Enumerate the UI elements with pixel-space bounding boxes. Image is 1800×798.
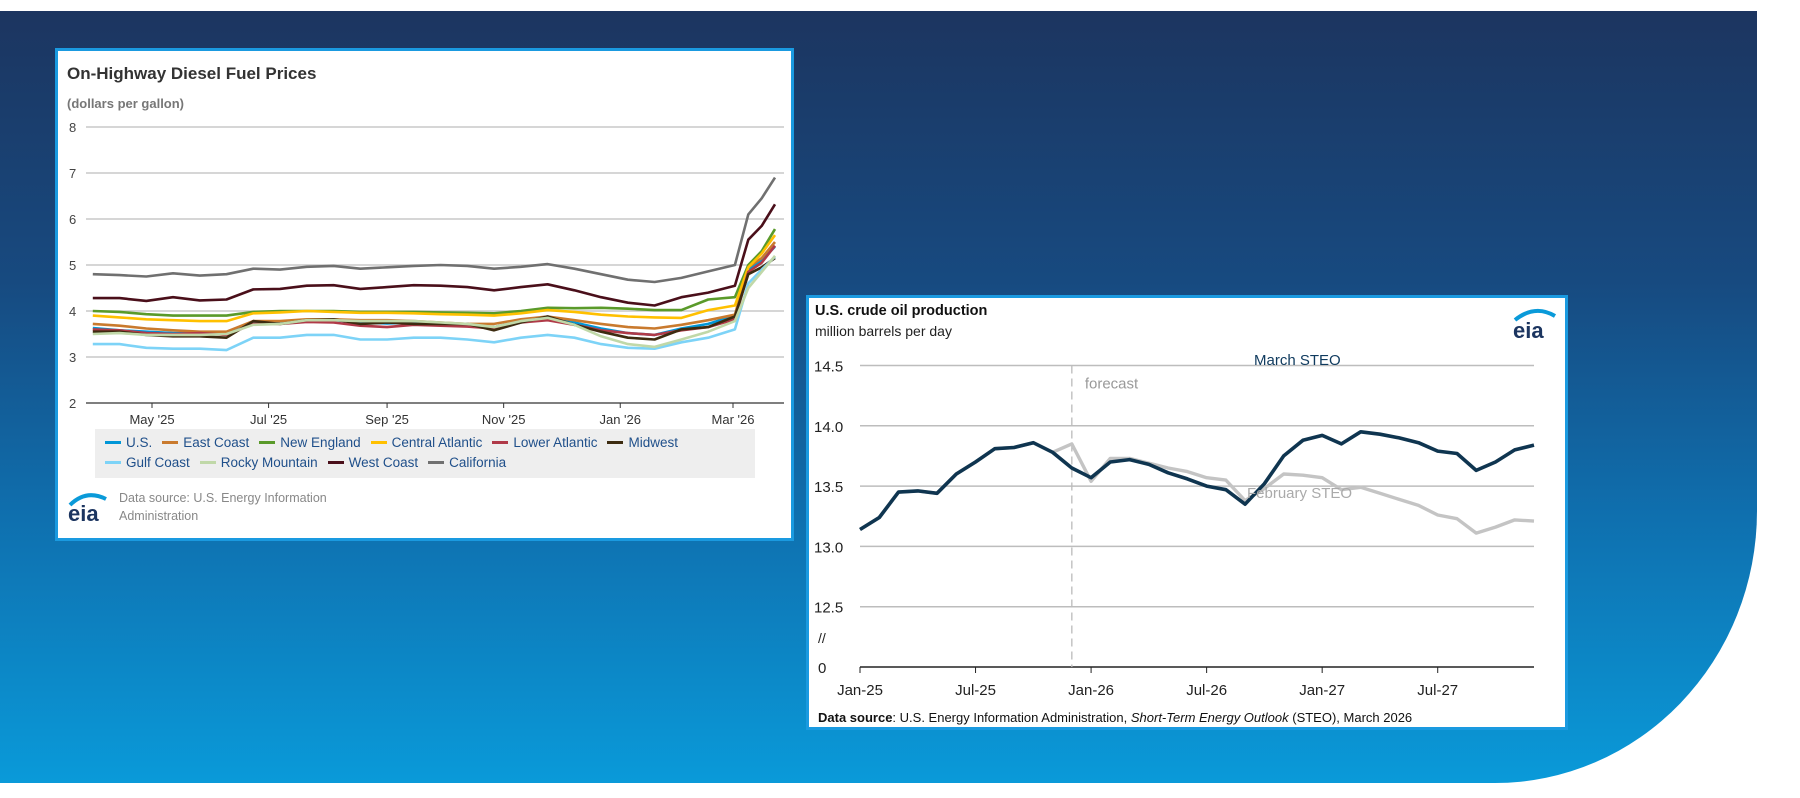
x-tick-label: Jul-26 [1186,682,1227,699]
x-tick-label: Jan '26 [599,412,641,427]
y-tick-label: 13.5 [814,479,843,496]
y-tick-label: 8 [69,120,76,135]
y-tick-label: 4 [69,304,76,319]
legend-label: U.S. [126,435,153,450]
diesel-chart-plot: 2 3 4 5 6 7 8 May '25 Jul '25 Sep '25 Nov '25 Jan '… [69,120,784,427]
y-tick-label: 14.0 [814,419,843,436]
x-tick-label: Nov '25 [482,412,526,427]
y-tick-label: 6 [69,212,76,227]
series-label-march-steo: March STEO [1254,352,1341,369]
legend-label: California [449,455,507,470]
legend-label: East Coast [183,435,250,450]
diesel-prices-chart-panel: On-Highway Diesel Fuel Prices (dollars p… [55,48,794,541]
x-tick-label: Jan-26 [1068,682,1114,699]
y-tick-label: 7 [69,166,76,181]
legend-swatch [105,441,121,444]
x-tick-label: Mar '26 [712,412,755,427]
legend-swatch [162,441,179,444]
legend-label: Central Atlantic [391,435,483,450]
legend-swatch [492,441,509,444]
data-source: Data source: U.S. Energy Information Adm… [818,710,1412,725]
series-line-march-steo [859,430,1535,532]
series-line-gulf-coast [92,255,776,352]
x-tick-label: Jan-27 [1299,682,1345,699]
legend-label: Midwest [628,435,678,450]
legend-swatch [370,441,387,444]
data-source-text: : U.S. Energy Information Administration… [892,710,1131,725]
chart-legend: U.S. East Coast New England Central Atlanti… [95,429,755,478]
eia-logo-text: eia [68,501,99,526]
x-tick-label: Jul-27 [1417,682,1458,699]
crude-oil-production-chart-panel: U.S. crude oil production million barrel… [806,295,1568,730]
y-tick-label: 0 [818,660,826,677]
y-tick-label: 2 [69,396,76,411]
legend-label: West Coast [348,455,419,470]
legend-swatch [259,441,276,444]
data-source-publication: Short-Term Energy Outlook [1130,710,1289,725]
y-axis-unit: (dollars per gallon) [67,96,185,111]
y-axis-unit: million barrels per day [815,323,952,339]
legend-swatch [105,461,121,464]
chart-title: U.S. crude oil production [815,303,988,319]
legend-item[interactable]: West Coast [327,455,419,470]
eia-logo-text: eia [1513,318,1544,343]
legend-item[interactable]: U.S. [105,435,152,450]
legend-item[interactable]: Midwest [607,435,678,450]
x-tick-label: Jan-25 [837,682,883,699]
legend-swatch [607,441,624,444]
legend-label: Rocky Mountain [220,455,318,470]
series-line-february-steo [859,441,1535,535]
eia-logo: eia [66,491,110,527]
data-source-label: Data source [818,710,893,725]
y-tick-label: 3 [69,350,76,365]
legend-item[interactable]: California [428,455,506,470]
y-axis-break-mark: // [818,630,826,646]
legend-item[interactable]: East Coast [162,435,249,450]
legend-swatch [327,461,344,464]
legend-label: Gulf Coast [126,455,190,470]
y-tick-label: 5 [69,258,76,273]
legend-item[interactable]: New England [259,435,361,450]
series-line-west-coast [92,203,777,307]
y-tick-label: 14.5 [814,359,843,376]
x-tick-label: Jul-25 [955,682,996,699]
series-line-california [92,176,777,284]
series-line-rocky-mountain [92,254,777,349]
crude-production-chart-plot: 12.5 13.0 13.5 14.0 14.5 // 0 Jan-25 Jul-25 Jan-2… [814,352,1535,699]
legend-item[interactable]: Rocky Mountain [199,455,318,470]
legend-swatch [428,461,445,464]
data-source-date: (STEO), March 2026 [1288,710,1413,725]
x-tick-label: May '25 [129,412,174,427]
legend-item[interactable]: Gulf Coast [105,455,190,470]
legend-label: New England [280,435,361,450]
legend-label: Lower Atlantic [513,435,598,450]
data-source: Data source: U.S. Energy Information Adm… [119,491,327,523]
x-tick-label: Jul '25 [250,412,287,427]
series-label-february-steo: February STEO [1247,485,1352,502]
eia-logo: eia [1509,306,1559,346]
x-tick-label: Sep '25 [365,412,409,427]
legend-swatch [199,461,216,464]
y-tick-label: 13.0 [814,539,843,556]
legend-item[interactable]: Central Atlantic [370,435,483,450]
eia-logo-swoosh-icon [68,493,107,507]
y-tick-label: 12.5 [814,600,843,617]
chart-title: On-Highway Diesel Fuel Prices [67,64,317,83]
series-line-new-england [92,228,777,317]
legend-item[interactable]: Lower Atlantic [492,435,597,450]
eia-logo-swoosh-icon [1513,308,1557,322]
series-line-central-atlantic [92,234,777,323]
forecast-label: forecast [1085,376,1139,393]
